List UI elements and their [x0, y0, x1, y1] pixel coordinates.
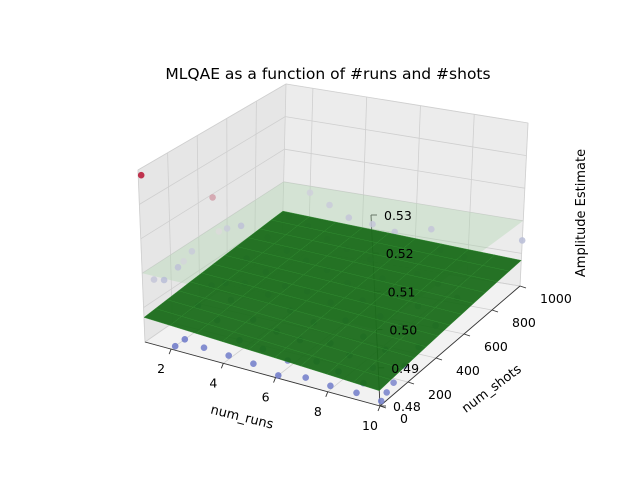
data-point	[189, 248, 196, 255]
z-tick-label: 0.50	[389, 323, 417, 338]
data-point	[326, 202, 333, 209]
z-axis-label: Amplitude Estimate	[574, 149, 589, 277]
z-tick-label: 0.53	[384, 208, 412, 223]
data-point	[151, 276, 158, 283]
x-tick-label: 4	[209, 375, 217, 390]
y-tick-label: 800	[512, 315, 536, 330]
y-tick-label: 1000	[540, 291, 572, 306]
data-point	[182, 336, 189, 343]
data-point	[238, 223, 245, 230]
x-tick-label: 10	[362, 418, 378, 433]
data-point	[275, 372, 282, 379]
y-tick-label: 600	[484, 339, 508, 354]
data-point	[175, 264, 182, 271]
data-point	[201, 344, 208, 351]
data-point	[209, 194, 216, 201]
data-point	[224, 225, 231, 232]
data-point	[161, 277, 168, 284]
data-point	[383, 389, 390, 396]
y-tick-label: 400	[456, 363, 480, 378]
data-point	[369, 221, 376, 228]
data-point	[138, 172, 145, 179]
data-point	[250, 360, 257, 367]
data-point	[353, 390, 360, 397]
x-tick-label: 2	[157, 361, 165, 376]
chart-title: MLQAE as a function of #runs and #shots	[165, 65, 490, 83]
data-point	[519, 237, 526, 244]
data-point	[216, 228, 223, 235]
z-tick-label: 0.49	[391, 361, 419, 376]
data-point	[346, 214, 353, 221]
z-tick-label: 0.51	[388, 284, 416, 299]
data-point	[307, 189, 314, 196]
data-point	[327, 383, 334, 390]
data-point	[302, 374, 309, 381]
data-point	[390, 379, 397, 386]
z-tick-label: 0.52	[386, 246, 414, 261]
data-point	[378, 398, 385, 405]
z-tick-label: 0.48	[393, 399, 421, 414]
y-tick-label: 200	[428, 387, 452, 402]
data-point	[172, 343, 179, 350]
x-tick-label: 8	[314, 404, 322, 419]
x-tick-label: 6	[262, 390, 270, 405]
data-point	[225, 352, 232, 359]
data-point	[180, 258, 187, 265]
data-point	[428, 226, 435, 233]
